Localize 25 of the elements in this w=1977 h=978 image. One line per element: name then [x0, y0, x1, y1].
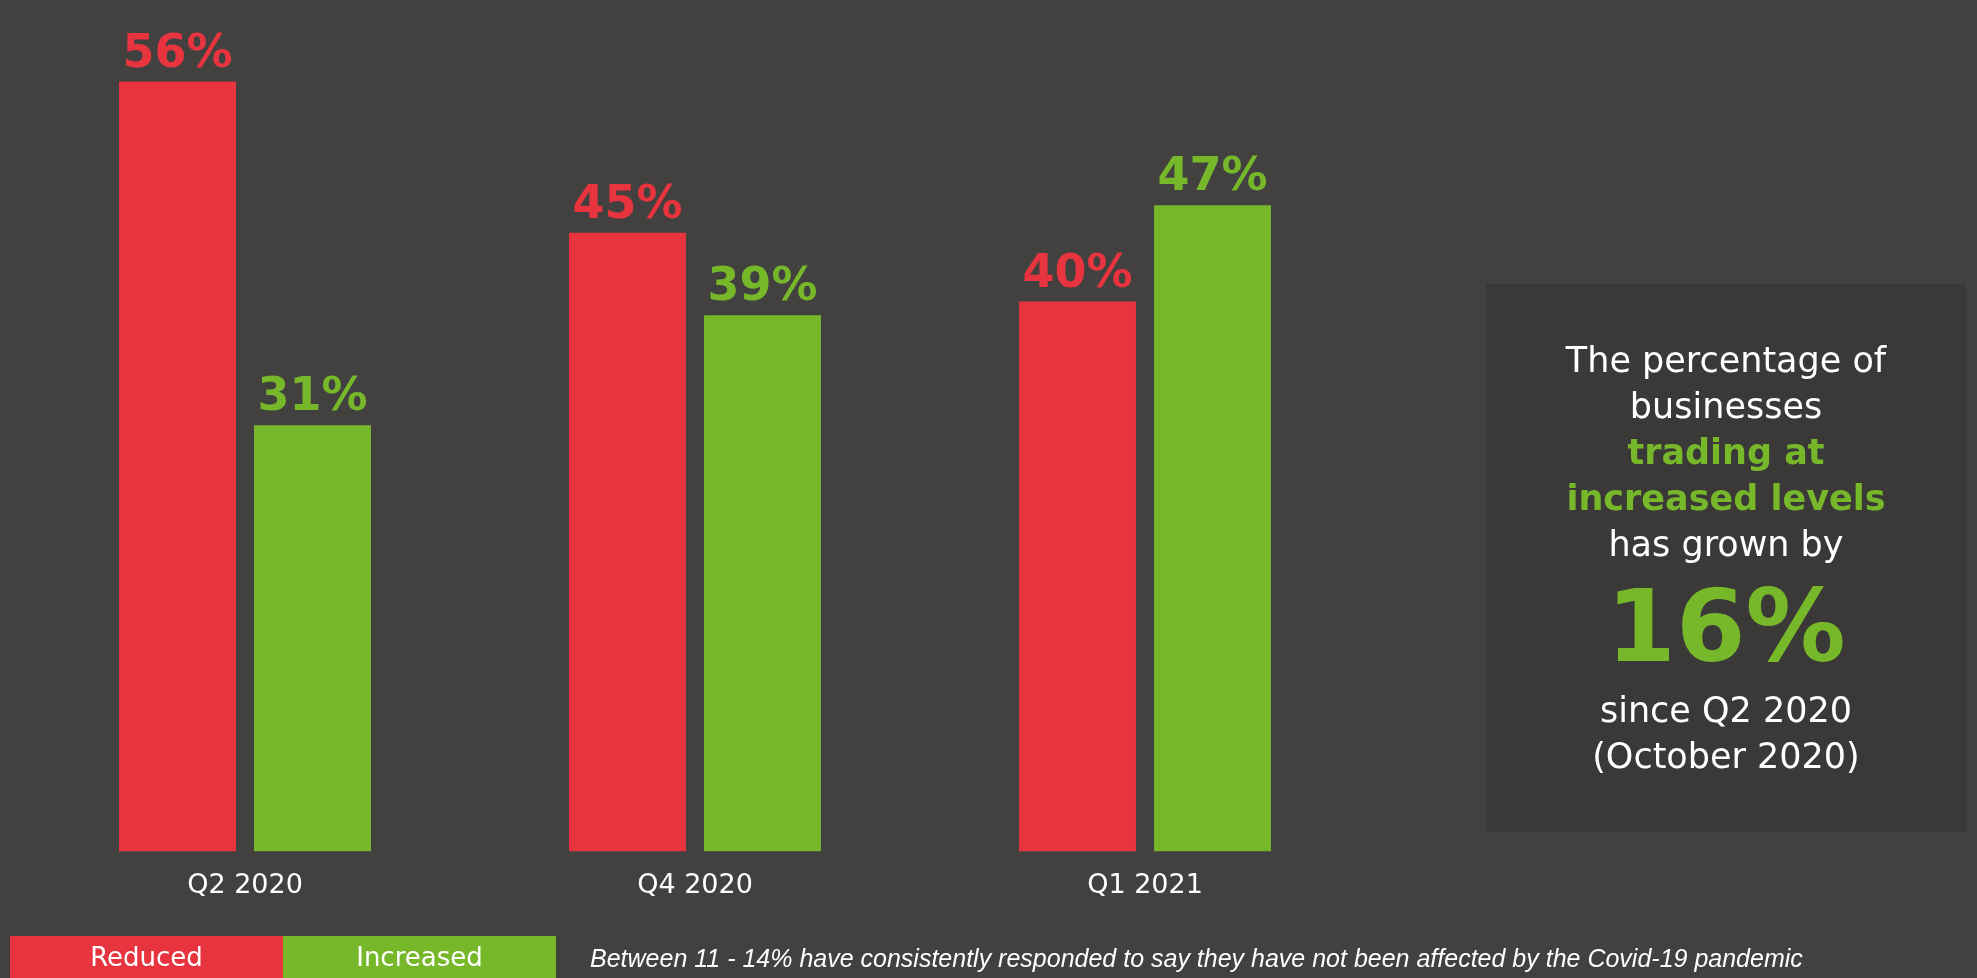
- data-label: 56%: [122, 23, 233, 78]
- text: since Q2 2020: [1599, 689, 1853, 732]
- text: businesses: [1629, 386, 1823, 426]
- data-label: 45%: [572, 174, 683, 229]
- text: The percentage of: [1564, 339, 1888, 382]
- x-tick-label: Q1 2021: [1087, 867, 1203, 899]
- text: 16%: [1606, 567, 1846, 687]
- text: Increased: [283, 936, 556, 978]
- text: trading at increased levels: [1566, 432, 1886, 518]
- text: (October 2020): [1592, 735, 1860, 778]
- bar: [119, 81, 236, 852]
- data-label: 31%: [257, 367, 368, 422]
- bar: [569, 232, 686, 852]
- x-tick-label: Q2 2020: [187, 867, 303, 899]
- text: Between 11 - 14% have consistently responded to say they have not been affected by the Covid-19 pandemic: [590, 943, 1803, 974]
- x-tick-label: Q4 2020: [637, 867, 753, 899]
- bar: [1154, 205, 1271, 852]
- data-label: 47%: [1157, 147, 1268, 202]
- bar: [254, 425, 371, 852]
- bar: [1019, 301, 1136, 852]
- text: Reduced: [10, 936, 283, 978]
- data-label: 39%: [707, 257, 818, 312]
- bar: [704, 315, 821, 852]
- data-label: 40%: [1022, 243, 1133, 298]
- text: has grown by: [1608, 523, 1844, 566]
